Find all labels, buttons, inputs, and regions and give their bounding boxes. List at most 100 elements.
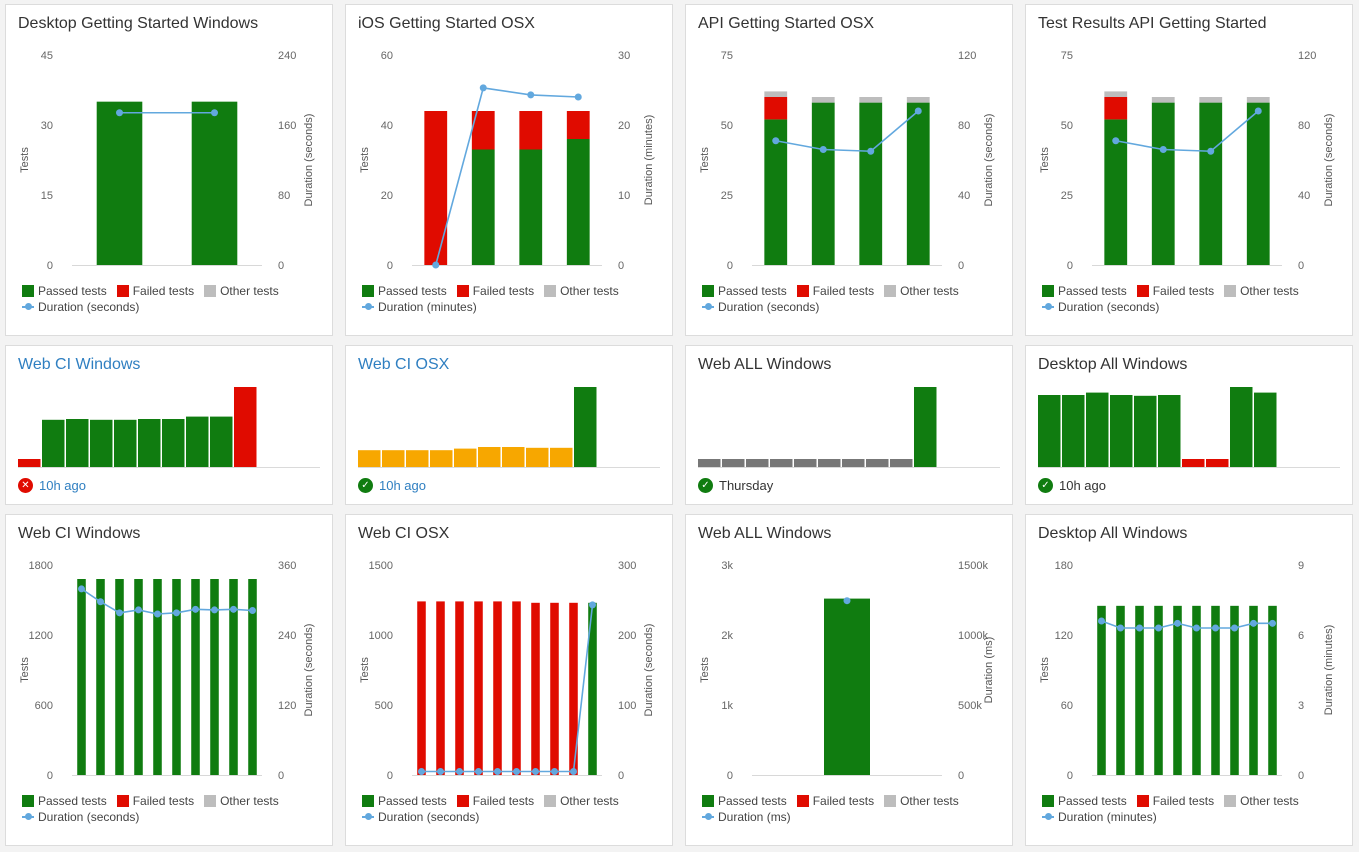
bar-passed[interactable] [134,579,143,775]
build-status-time[interactable]: 10h ago [39,478,86,493]
duration-point[interactable] [173,609,180,617]
build-bar-failed[interactable] [18,459,41,467]
build-bar-passed[interactable] [1254,392,1277,467]
legend-item-passed[interactable]: Passed tests [362,794,447,808]
build-bar-passed[interactable] [114,419,137,467]
duration-point[interactable] [532,768,539,775]
bar-other[interactable] [764,91,788,97]
duration-point[interactable] [135,606,142,614]
build-bar-passed[interactable] [90,419,113,467]
duration-point[interactable] [1254,107,1262,115]
duration-point[interactable] [819,146,827,153]
build-bar-warning[interactable] [550,447,573,467]
bar-passed[interactable] [519,149,543,266]
duration-point[interactable] [772,137,780,145]
bar-passed[interactable] [1199,102,1223,265]
legend-item-duration[interactable]: Duration (ms) [702,810,791,824]
build-bar-passed[interactable] [574,387,597,467]
duration-point[interactable] [249,607,256,614]
bar-other[interactable] [859,97,883,103]
legend-item-passed[interactable]: Passed tests [362,284,447,298]
bar-failed[interactable] [512,601,521,775]
duration-point[interactable] [432,261,440,269]
build-bar-passed[interactable] [1134,395,1157,467]
legend-item-failed[interactable]: Failed tests [456,794,534,808]
bar-failed[interactable] [569,602,578,775]
bar-passed[interactable] [210,579,219,775]
bar-failed[interactable] [531,602,540,775]
legend-item-passed[interactable]: Passed tests [702,284,787,298]
bar-failed[interactable] [424,111,448,265]
bar-passed[interactable] [229,579,238,775]
legend-item-other[interactable]: Other tests [204,794,279,808]
legend-item-duration[interactable]: Duration (seconds) [22,810,139,824]
bar-passed[interactable] [811,102,835,265]
duration-point[interactable] [1250,619,1257,627]
legend-item-duration[interactable]: Duration (seconds) [1042,300,1159,314]
bar-other[interactable] [811,97,835,103]
build-bar-passed[interactable] [66,419,89,467]
build-bar-neutral[interactable] [722,459,745,467]
bar-failed[interactable] [566,111,590,139]
legend-item-duration[interactable]: Duration (seconds) [702,300,819,314]
build-bar-warning[interactable] [406,450,429,467]
bar-passed[interactable] [1097,605,1106,775]
duration-point[interactable] [418,768,425,775]
build-bar-passed[interactable] [186,416,209,467]
duration-point[interactable] [914,107,922,115]
legend-item-other[interactable]: Other tests [884,794,959,808]
duration-point[interactable] [475,768,482,775]
bar-passed[interactable] [859,102,883,265]
bar-passed[interactable] [115,579,124,775]
bar-other[interactable] [1199,97,1223,103]
build-bar-passed[interactable] [138,419,161,467]
duration-point[interactable] [551,768,558,775]
bar-passed[interactable] [764,119,788,266]
bar-passed[interactable] [1116,605,1125,775]
build-bar-passed[interactable] [1086,392,1109,467]
legend-item-duration[interactable]: Duration (minutes) [1042,810,1157,824]
bar-passed[interactable] [566,139,590,265]
build-bar-neutral[interactable] [842,459,865,467]
bar-passed[interactable] [1154,605,1163,775]
bar-passed[interactable] [191,101,238,266]
duration-point[interactable] [1159,146,1167,153]
bar-other[interactable] [1151,97,1175,103]
bar-passed[interactable] [77,579,86,775]
bar-passed[interactable] [906,102,930,265]
legend-item-passed[interactable]: Passed tests [1042,794,1127,808]
build-bar-passed[interactable] [1110,395,1133,467]
duration-point[interactable] [1155,624,1162,632]
bar-failed[interactable] [455,601,464,775]
legend-item-failed[interactable]: Failed tests [116,284,194,298]
duration-point[interactable] [867,147,875,155]
legend-item-duration[interactable]: Duration (minutes) [362,300,477,314]
duration-point[interactable] [192,605,199,613]
duration-point[interactable] [230,605,237,613]
legend-item-other[interactable]: Other tests [884,284,959,298]
build-bar-warning[interactable] [454,448,477,467]
build-bar-warning[interactable] [478,447,501,467]
build-bar-neutral[interactable] [866,459,889,467]
build-bar-passed[interactable] [210,416,233,467]
card-title[interactable]: Web CI Windows [18,356,141,373]
duration-point[interactable] [211,606,218,614]
legend-item-other[interactable]: Other tests [204,284,279,298]
bar-passed[interactable] [471,149,495,266]
legend-item-passed[interactable]: Passed tests [22,284,107,298]
duration-point[interactable] [570,768,577,775]
build-bar-neutral[interactable] [794,459,817,467]
bar-other[interactable] [906,97,930,103]
bar-failed[interactable] [550,602,559,775]
build-bar-warning[interactable] [382,450,405,467]
bar-passed[interactable] [1268,605,1277,775]
bar-passed[interactable] [1151,102,1175,265]
build-bar-passed[interactable] [1230,387,1253,467]
legend-item-passed[interactable]: Passed tests [1042,284,1127,298]
bar-passed[interactable] [248,579,257,775]
bar-passed[interactable] [1173,605,1182,775]
duration-point[interactable] [1212,624,1219,632]
bar-other[interactable] [1104,91,1128,97]
build-bar-neutral[interactable] [890,459,913,467]
bar-passed[interactable] [1135,605,1144,775]
